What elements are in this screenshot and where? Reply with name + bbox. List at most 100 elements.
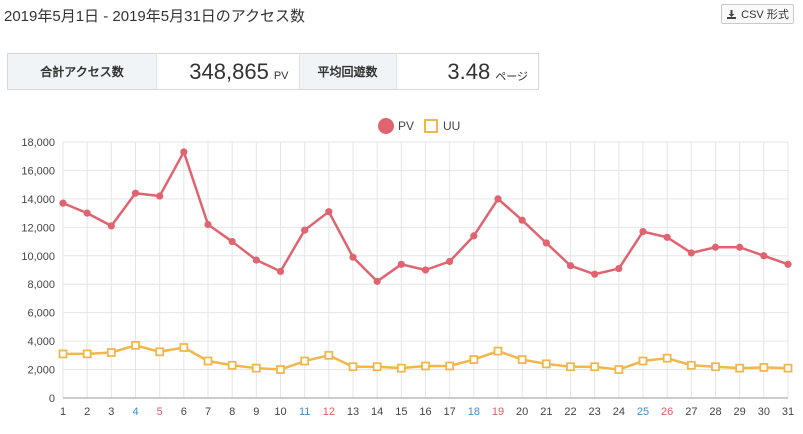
y-tick-label: 0 (49, 393, 55, 405)
download-icon (727, 9, 737, 19)
data-point-uu (662, 353, 672, 363)
x-tick-label: 25 (637, 406, 649, 418)
data-point-pv (276, 267, 285, 276)
legend-label-pv: PV (398, 119, 414, 133)
x-tick-label: 31 (782, 406, 794, 418)
chart-legend: PV UU (378, 118, 460, 134)
x-tick-label: 27 (685, 406, 697, 418)
data-point-uu (541, 359, 551, 369)
x-tick-label: 8 (229, 406, 235, 418)
data-point-uu (711, 362, 720, 372)
data-point-pv (156, 192, 164, 200)
data-point-pv (784, 260, 792, 268)
x-tick-label: 17 (444, 406, 456, 418)
x-tick-label: 26 (661, 406, 673, 418)
data-point-uu (396, 363, 406, 373)
y-tick-label: 14,000 (21, 194, 55, 206)
access-line-chart: 0 2,000 4,000 6,000 8,000 10,000 12,000 14,000 1… (21, 118, 794, 418)
y-tick-label: 8,000 (27, 279, 55, 291)
avg-pages-label: 平均回遊数 (298, 54, 397, 89)
x-tick-label: 19 (492, 406, 504, 418)
avg-pages-value: 3.48 ページ (397, 54, 539, 89)
avg-pages-unit: ページ (495, 70, 528, 83)
x-tick-label: 23 (589, 406, 601, 418)
data-point-pv (736, 243, 744, 251)
data-point-uu (155, 347, 165, 357)
legend-marker-pv (378, 118, 394, 134)
data-point-uu (348, 362, 358, 372)
x-tick-label: 28 (709, 406, 721, 418)
data-point-pv (83, 209, 91, 217)
data-point-uu (783, 363, 793, 373)
data-point-pv (59, 199, 67, 207)
legend-label-uu: UU (443, 119, 460, 133)
x-tick-label: 18 (468, 406, 480, 418)
data-point-uu (251, 363, 261, 373)
data-point-pv (373, 277, 381, 285)
data-point-pv (252, 256, 260, 264)
x-tick-label: 20 (516, 406, 528, 418)
data-point-uu (590, 362, 600, 372)
data-point-uu (735, 363, 745, 373)
data-point-uu (324, 350, 334, 360)
data-point-pv (421, 266, 430, 274)
x-tick-label: 9 (253, 406, 259, 418)
data-point-uu (82, 349, 92, 359)
summary-stats: 合計アクセス数 348,865 PV 平均回遊数 3.48 ページ (7, 53, 539, 90)
data-point-uu (179, 343, 189, 352)
data-point-uu (203, 356, 213, 366)
x-tick-label: 14 (371, 406, 383, 418)
data-point-uu (686, 360, 696, 370)
data-point-pv (591, 270, 599, 278)
data-point-uu (517, 355, 527, 365)
y-tick-label: 2,000 (27, 365, 55, 377)
data-point-uu (469, 355, 479, 365)
data-point-pv (494, 195, 502, 203)
total-access-label: 合計アクセス数 (8, 54, 157, 89)
total-access-number: 348,865 (189, 58, 269, 84)
data-point-pv (639, 228, 647, 236)
data-point-pv (542, 239, 550, 247)
access-chart: 0 2,000 4,000 6,000 8,000 10,000 12,000 14,000 1… (0, 112, 803, 429)
csv-export-button[interactable]: CSV 形式 (721, 4, 794, 24)
data-point-pv (760, 252, 768, 260)
y-tick-label: 16,000 (21, 165, 55, 177)
data-point-uu (445, 361, 455, 371)
data-point-uu (58, 349, 68, 359)
data-point-uu (131, 340, 140, 350)
data-point-pv (687, 249, 695, 257)
x-tick-label: 4 (132, 406, 138, 418)
data-point-uu (493, 346, 503, 356)
data-point-pv (397, 260, 405, 268)
data-point-pv (446, 257, 454, 266)
data-point-pv (518, 216, 526, 224)
x-tick-label: 16 (419, 406, 431, 418)
data-point-uu (421, 361, 430, 371)
data-point-pv (566, 262, 575, 270)
page-title: 2019年5月1日 - 2019年5月31日のアクセス数 (4, 8, 306, 25)
data-point-uu (227, 360, 237, 370)
y-tick-label: 18,000 (21, 137, 55, 149)
x-tick-label: 7 (205, 406, 211, 418)
x-tick-label: 13 (347, 406, 359, 418)
data-point-pv (470, 232, 478, 240)
total-access-unit: PV (273, 69, 289, 82)
x-tick-label: 3 (108, 406, 114, 418)
y-tick-label: 12,000 (21, 222, 55, 234)
total-access-value: 348,865 PV (157, 54, 299, 89)
data-point-pv (204, 220, 212, 229)
y-tick-label: 6,000 (27, 308, 55, 320)
x-tick-label: 29 (734, 406, 746, 418)
x-tick-label: 11 (299, 406, 310, 418)
csv-export-label: CSV 形式 (741, 9, 789, 21)
data-point-pv (711, 243, 720, 251)
x-tick-label: 24 (613, 406, 625, 418)
x-tick-label: 21 (540, 406, 552, 418)
data-point-uu (759, 363, 769, 372)
data-point-uu (300, 356, 310, 366)
y-tick-label: 10,000 (21, 251, 55, 263)
legend-marker-uu (424, 119, 438, 133)
data-point-pv (228, 237, 236, 246)
x-tick-label: 1 (60, 406, 66, 418)
data-point-pv (131, 189, 140, 197)
